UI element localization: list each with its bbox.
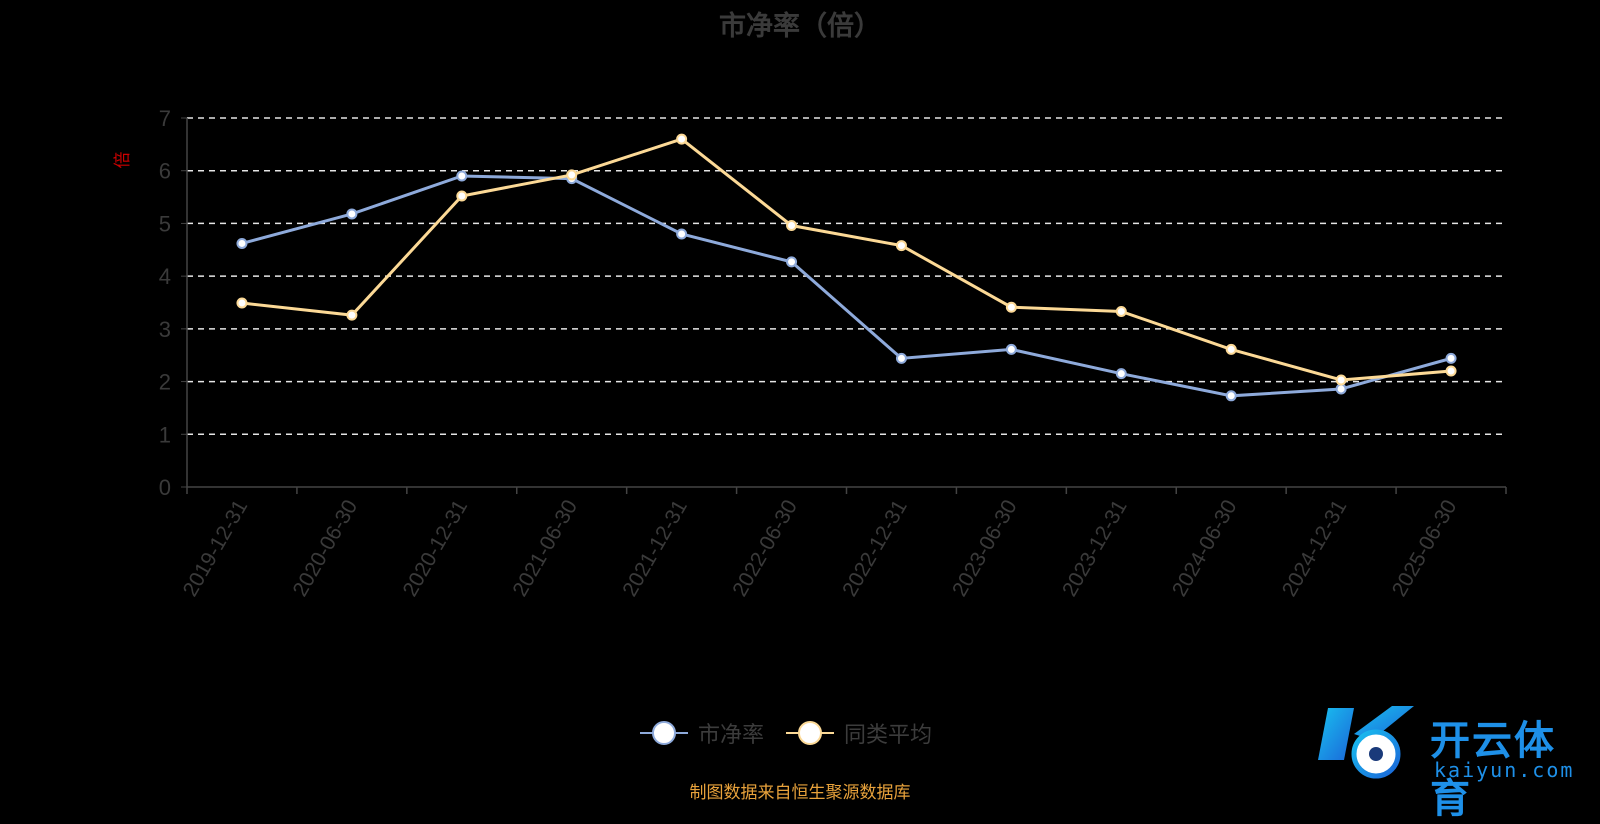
y-tick-label: 2 xyxy=(159,370,171,395)
legend: 市净率 同类平均 xyxy=(640,717,932,749)
series-line-0 xyxy=(241,174,1452,398)
series-line-1 xyxy=(241,137,1452,382)
legend-marker-pb-icon xyxy=(640,721,688,745)
source-note: 制图数据来自恒生聚源数据库 xyxy=(689,783,911,803)
x-tick-label: 2021-06-30 xyxy=(508,496,582,601)
data-point-0 xyxy=(895,352,907,364)
data-point-0 xyxy=(786,256,798,268)
legend-label-pb: 市净率 xyxy=(698,723,765,748)
y-tick-label: 5 xyxy=(159,211,171,236)
data-point-1 xyxy=(786,220,798,232)
legend-item-peer-avg[interactable]: 同类平均 xyxy=(786,717,932,749)
legend-marker-peer-avg-icon xyxy=(786,721,835,745)
y-tick-label: 4 xyxy=(159,264,171,289)
data-point-0 xyxy=(456,170,468,182)
chart-title: 市净率（倍） xyxy=(719,11,881,42)
data-point-1 xyxy=(895,240,907,252)
x-tick-label: 2025-06-30 xyxy=(1388,496,1462,601)
data-point-1 xyxy=(1335,374,1347,386)
y-tick-label: 0 xyxy=(159,475,171,500)
data-point-1 xyxy=(1115,305,1127,317)
x-tick-label: 2024-12-31 xyxy=(1278,496,1352,601)
x-tick-label: 2021-12-31 xyxy=(618,496,692,601)
y-tick-label: 7 xyxy=(159,106,171,131)
x-tick-label: 2023-06-30 xyxy=(948,496,1022,601)
line-chart: 0 1 2 3 4 5 6 7 倍 2019-12-31 2020-06-30 2020-12-31 2… xyxy=(113,106,1507,601)
data-point-1 xyxy=(1005,301,1017,313)
data-point-1 xyxy=(456,190,468,202)
x-tick-label: 2020-12-31 xyxy=(398,496,472,601)
y-tick-label: 3 xyxy=(159,317,171,342)
x-tick-label: 2024-06-30 xyxy=(1168,496,1242,601)
data-point-1 xyxy=(236,297,248,309)
data-point-1 xyxy=(566,169,578,181)
legend-item-pb[interactable]: 市净率 xyxy=(640,717,764,749)
x-tick-label: 2020-06-30 xyxy=(289,496,363,601)
legend-label-peer-avg: 同类平均 xyxy=(844,723,933,748)
data-point-1 xyxy=(346,309,358,321)
y-axis-label: 倍 xyxy=(113,152,133,169)
data-point-0 xyxy=(1115,368,1127,380)
data-point-0 xyxy=(236,237,248,249)
x-tick-label: 2022-12-31 xyxy=(838,496,912,601)
brand-watermark: 开云体育 kaiyun.com xyxy=(1314,700,1594,822)
data-point-1 xyxy=(676,133,688,145)
y-tick-label: 6 xyxy=(159,159,171,184)
data-point-0 xyxy=(1005,343,1017,355)
data-point-0 xyxy=(1225,390,1237,402)
data-point-1 xyxy=(1445,365,1457,377)
watermark-url: kaiyun.com xyxy=(1434,758,1575,782)
data-point-0 xyxy=(346,208,358,220)
x-tick-label: 2019-12-31 xyxy=(179,496,253,601)
data-point-0 xyxy=(676,228,688,240)
kaiyun-logo-icon xyxy=(1318,706,1414,779)
x-tick-label: 2022-06-30 xyxy=(728,496,802,601)
data-point-0 xyxy=(1445,352,1457,364)
y-tick-label: 1 xyxy=(159,422,171,447)
x-tick-label: 2023-12-31 xyxy=(1058,496,1132,601)
data-point-0 xyxy=(1335,383,1347,395)
data-point-1 xyxy=(1225,343,1237,355)
